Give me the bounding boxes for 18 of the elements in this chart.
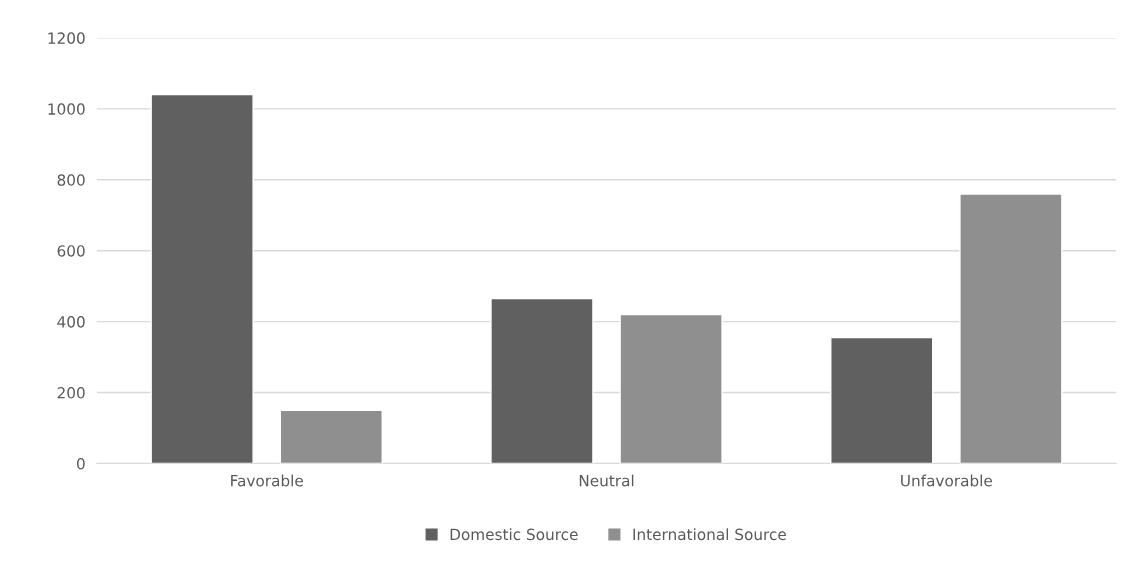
bar	[830, 336, 934, 464]
y-tick-label: 1000	[48, 103, 85, 115]
x-tick-label: Unfavorable	[901, 474, 992, 487]
legend-label: Domestic Source	[450, 528, 578, 541]
y-tick-label: 400	[57, 316, 85, 328]
bar	[490, 297, 594, 464]
y-tick-label: 800	[57, 174, 85, 186]
x-tick-label: Favorable	[231, 474, 303, 487]
bar	[150, 93, 254, 464]
y-tick-label: 0	[76, 457, 85, 470]
y-tick-label: 200	[57, 387, 85, 399]
bar	[619, 313, 723, 464]
x-tick-label: Neutral	[579, 474, 634, 487]
y-tick-label: 1200	[48, 32, 85, 44]
bar	[279, 409, 383, 464]
legend-label: International Source	[633, 528, 786, 541]
y-tick-label: 600	[57, 245, 85, 257]
bar	[959, 193, 1063, 464]
